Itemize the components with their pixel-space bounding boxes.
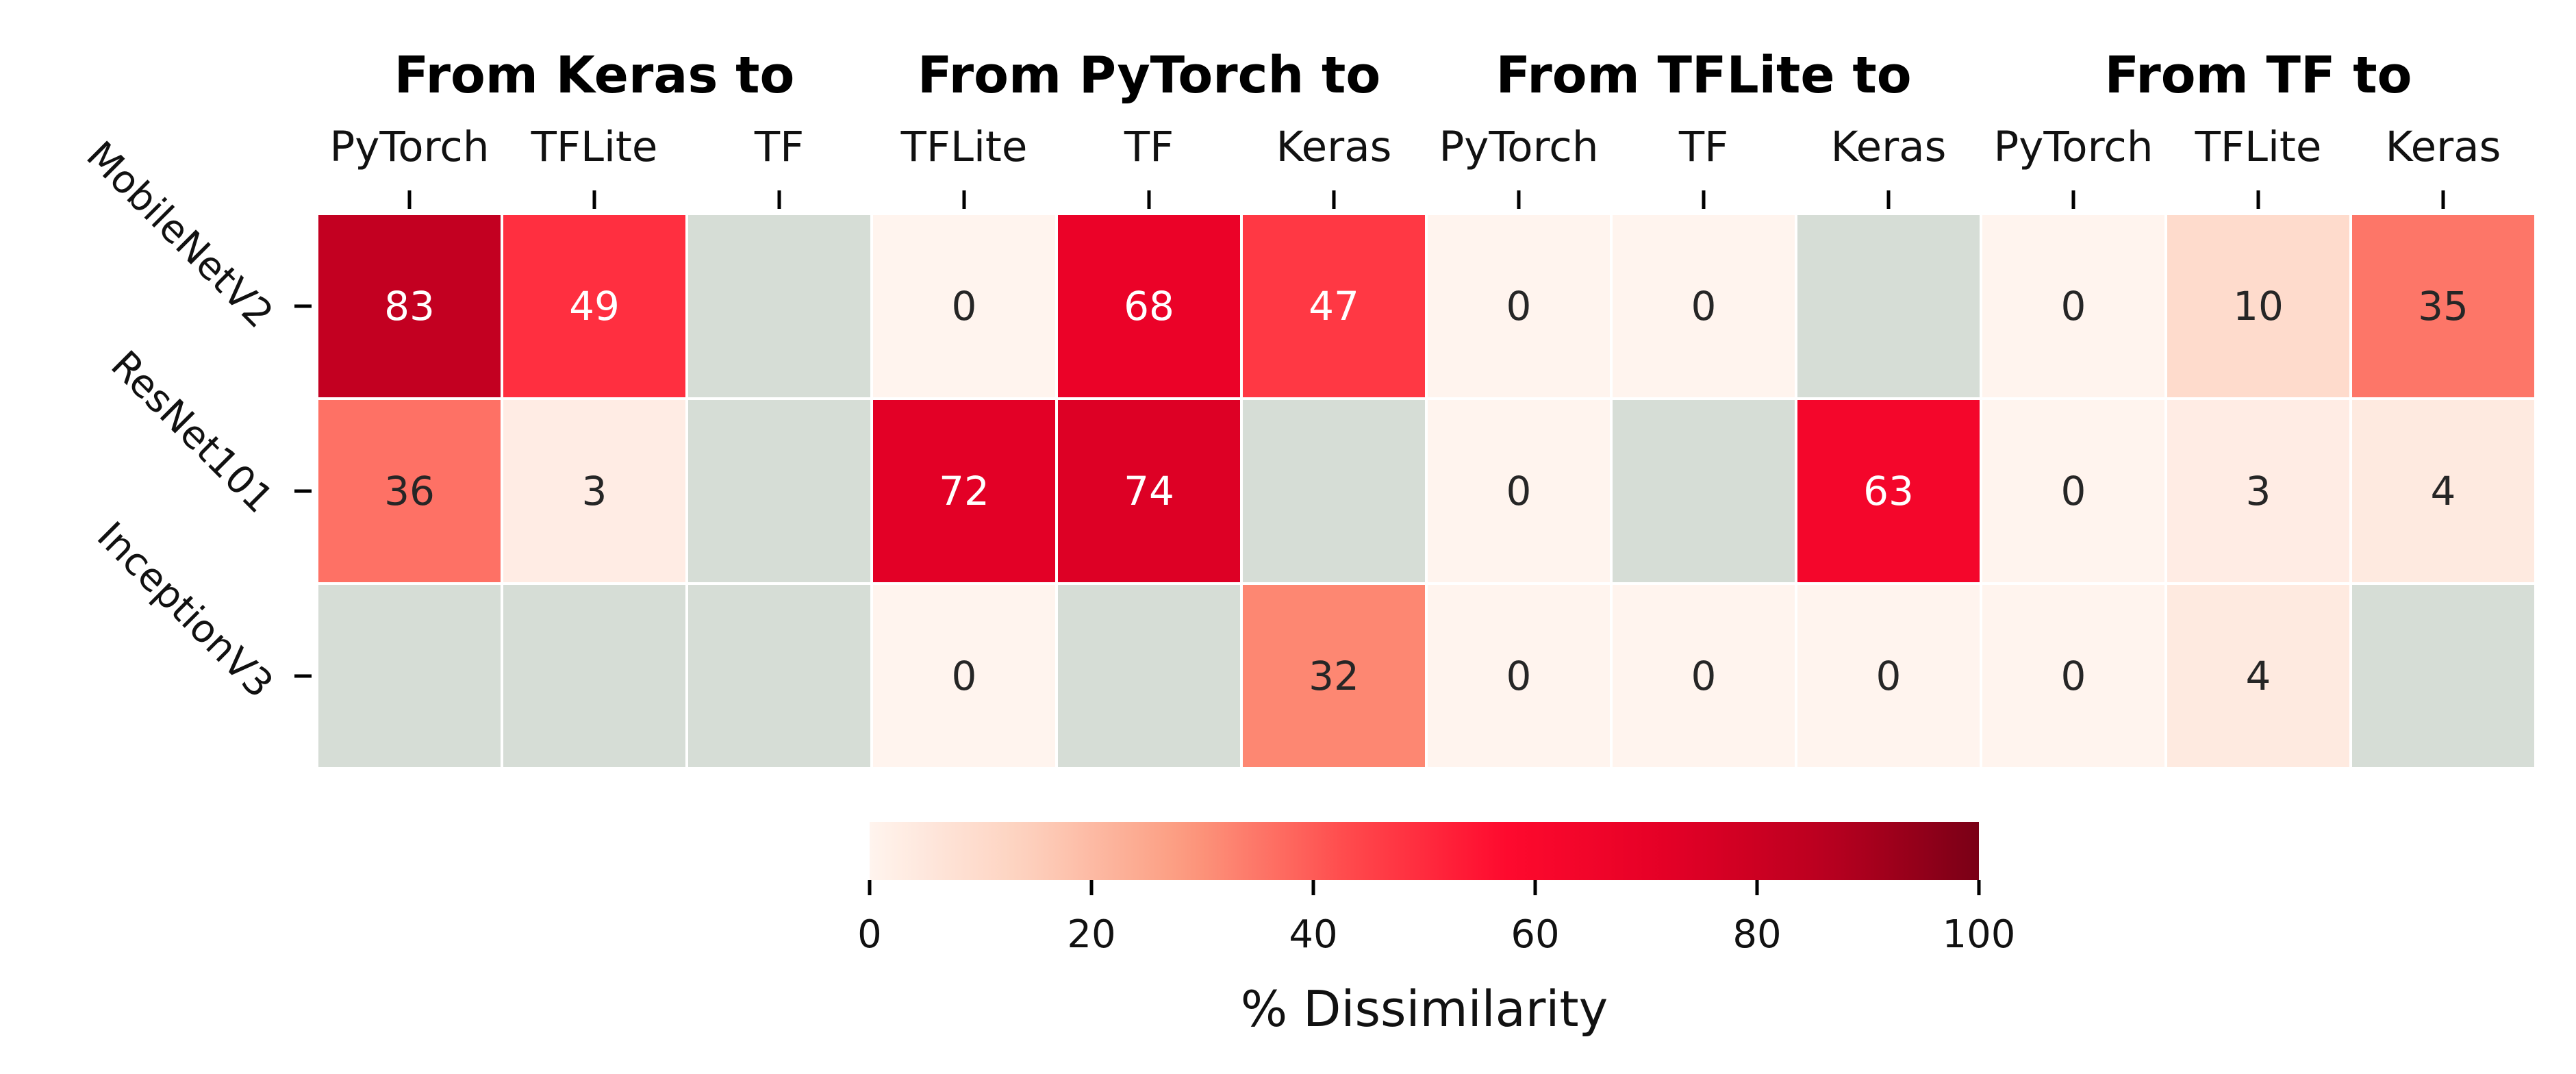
colorbar-ticks: 0 20 40 60 80 100 — [857, 880, 2015, 957]
colorbar-tick-label: 0 — [857, 912, 882, 957]
colorbar-tick-label: 20 — [1067, 912, 1115, 957]
cell-value-label: 4 — [2246, 653, 2271, 699]
cell-value-label: 74 — [1124, 468, 1174, 514]
group-title: From TF to — [2104, 46, 2412, 105]
heatmap-cell — [316, 212, 503, 400]
heatmap-cell — [685, 397, 873, 585]
cell-value-label: 0 — [952, 653, 977, 699]
heatmap-cell — [2164, 212, 2352, 400]
heatmap-cells: 83 49 0 68 47 0 0 0 10 35 36 3 72 74 0 63 0 3 4 0 32 0 0 0 0 4 — [316, 212, 2537, 770]
heatmap-cell — [1795, 582, 1982, 770]
heatmap-cell — [316, 397, 503, 585]
row-label: MobileNetV2 — [77, 133, 281, 337]
group-title: From Keras to — [394, 46, 795, 105]
column-label: PyTorch — [1439, 123, 1598, 171]
heatmap-cell — [1055, 397, 1243, 585]
column-label: TF — [754, 123, 804, 171]
colorbar-tick-label: 80 — [1732, 912, 1781, 957]
cell-value-label: 0 — [1506, 653, 1532, 699]
heatmap-cell — [2349, 582, 2537, 770]
cell-value-label: 0 — [1506, 283, 1532, 329]
column-label: TF — [1678, 123, 1728, 171]
heatmap-cell — [2349, 212, 2537, 400]
cell-value-label: 35 — [2418, 283, 2468, 329]
heatmap-cell — [870, 582, 1058, 770]
column-label: TF — [1124, 123, 1174, 171]
cell-value-label: 0 — [2061, 283, 2086, 329]
group-title: From PyTorch to — [918, 46, 1380, 105]
cell-value-label: 36 — [384, 468, 435, 514]
cell-value-label: 47 — [1309, 283, 1359, 329]
cell-value-label: 3 — [2246, 468, 2271, 514]
column-label: Keras — [2386, 123, 2501, 171]
heatmap-cell — [870, 212, 1058, 400]
colorbar: 0 20 40 60 80 100 % Dissimilarity — [857, 822, 2015, 1038]
colorbar-tick-label: 100 — [1943, 912, 2016, 957]
heatmap-cell — [501, 582, 688, 770]
heatmap-cell — [1425, 397, 1613, 585]
cell-value-label: 63 — [1863, 468, 1914, 514]
cell-value-label: 0 — [1691, 283, 1717, 329]
cell-value-label: 0 — [2061, 653, 2086, 699]
colorbar-label: % Dissimilarity — [1241, 980, 1608, 1038]
cell-value-label: 49 — [569, 283, 620, 329]
heatmap-cell — [1055, 582, 1243, 770]
heatmap-cell — [1240, 582, 1428, 770]
row-label: InceptionV3 — [88, 514, 281, 707]
cell-value-label: 0 — [1506, 468, 1532, 514]
heatmap-cell — [316, 582, 503, 770]
colorbar-tick-label: 40 — [1289, 912, 1337, 957]
colorbar-tick-label: 60 — [1511, 912, 1559, 957]
colorbar-gradient — [870, 822, 1979, 880]
heatmap-cell — [1980, 212, 2167, 400]
heatmap-cell — [1610, 212, 1797, 400]
heatmap-cell — [1055, 212, 1243, 400]
column-labels: PyTorch TFLite TF TFLite TF Keras PyTorch TF Ker… — [329, 123, 2501, 209]
column-label: Keras — [1831, 123, 1947, 171]
heatmap-cell — [1610, 397, 1797, 585]
column-label: TFLite — [2195, 123, 2322, 171]
cell-value-label: 0 — [952, 283, 977, 329]
cell-value-label: 10 — [2233, 283, 2284, 329]
heatmap-cell — [501, 397, 688, 585]
cell-value-label: 68 — [1124, 283, 1174, 329]
heatmap-cell — [870, 397, 1058, 585]
group-title: From TFLite to — [1495, 46, 1911, 105]
column-label: Keras — [1276, 123, 1392, 171]
column-label: TFLite — [531, 123, 658, 171]
heatmap-cell — [685, 212, 873, 400]
heatmap-cell — [2349, 397, 2537, 585]
row-label: ResNet101 — [102, 342, 281, 522]
cell-value-label: 0 — [2061, 468, 2086, 514]
cell-value-label: 83 — [384, 283, 435, 329]
cell-value-label: 0 — [1876, 653, 1902, 699]
cell-value-label: 72 — [939, 468, 989, 514]
heatmap-cell — [1610, 582, 1797, 770]
column-label: PyTorch — [329, 123, 489, 171]
column-label: PyTorch — [1993, 123, 2153, 171]
cell-value-label: 3 — [582, 468, 607, 514]
heatmap-cell — [2164, 397, 2352, 585]
column-label: TFLite — [900, 123, 1028, 171]
group-titles: From Keras to From PyTorch to From TFLite … — [394, 46, 2412, 105]
heatmap-cell — [685, 582, 873, 770]
cell-value-label: 4 — [2431, 468, 2456, 514]
heatmap-cell — [1980, 397, 2167, 585]
heatmap-cell — [1795, 212, 1982, 400]
cell-value-label: 32 — [1309, 653, 1359, 699]
cell-value-label: 0 — [1691, 653, 1717, 699]
heatmap-cell — [1240, 397, 1428, 585]
